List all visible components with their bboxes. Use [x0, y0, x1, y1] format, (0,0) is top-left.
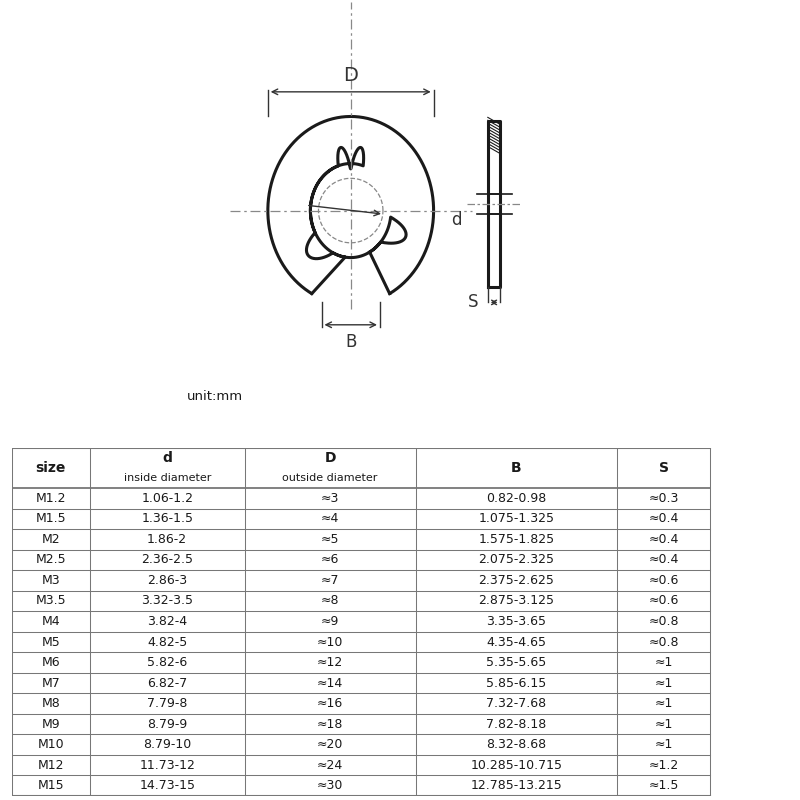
Text: 4.35-4.65: 4.35-4.65: [486, 635, 546, 649]
Text: ≈0.6: ≈0.6: [649, 594, 679, 607]
Text: 3.82-4: 3.82-4: [147, 615, 187, 628]
Text: 1.575-1.825: 1.575-1.825: [478, 533, 554, 546]
Text: 11.73-12: 11.73-12: [139, 758, 195, 772]
Text: ≈18: ≈18: [317, 718, 343, 730]
Text: 7.32-7.68: 7.32-7.68: [486, 697, 546, 710]
Text: 8.32-8.68: 8.32-8.68: [486, 738, 546, 751]
Text: S: S: [467, 294, 478, 311]
Text: 8.79-9: 8.79-9: [147, 718, 187, 730]
Text: D: D: [343, 66, 358, 85]
Text: ≈8: ≈8: [321, 594, 339, 607]
Text: ≈9: ≈9: [321, 615, 339, 628]
Text: M5: M5: [42, 635, 60, 649]
Text: M15: M15: [38, 779, 64, 792]
Text: 1.86-2: 1.86-2: [147, 533, 187, 546]
Text: ≈30: ≈30: [317, 779, 343, 792]
Text: 1.36-1.5: 1.36-1.5: [142, 512, 194, 526]
Text: 2.075-2.325: 2.075-2.325: [478, 554, 554, 566]
Text: ≈0.4: ≈0.4: [649, 533, 679, 546]
Text: size: size: [36, 461, 66, 475]
Text: 5.85-6.15: 5.85-6.15: [486, 677, 546, 690]
Text: unit:mm: unit:mm: [187, 390, 243, 403]
Text: ≈24: ≈24: [317, 758, 343, 772]
Text: ≈1: ≈1: [654, 718, 673, 730]
Text: 14.73-15: 14.73-15: [139, 779, 195, 792]
Text: ≈5: ≈5: [321, 533, 339, 546]
Text: 2.375-2.625: 2.375-2.625: [478, 574, 554, 587]
Text: ≈0.8: ≈0.8: [649, 635, 679, 649]
Text: ≈3: ≈3: [321, 492, 339, 505]
Text: d: d: [450, 210, 462, 229]
Text: 2.36-2.5: 2.36-2.5: [142, 554, 194, 566]
Text: M2.5: M2.5: [35, 554, 66, 566]
Text: d: d: [162, 451, 172, 466]
Text: 5.35-5.65: 5.35-5.65: [486, 656, 546, 669]
Text: inside diameter: inside diameter: [123, 473, 211, 482]
Text: 3.35-3.65: 3.35-3.65: [486, 615, 546, 628]
Text: M3.5: M3.5: [35, 594, 66, 607]
Text: D: D: [325, 451, 336, 466]
Text: M8: M8: [42, 697, 60, 710]
Text: M7: M7: [42, 677, 60, 690]
Text: ≈10: ≈10: [317, 635, 343, 649]
Text: M10: M10: [38, 738, 64, 751]
Text: ≈7: ≈7: [321, 574, 339, 587]
Text: ≈0.4: ≈0.4: [649, 512, 679, 526]
Text: ≈0.6: ≈0.6: [649, 574, 679, 587]
Text: ≈1: ≈1: [654, 697, 673, 710]
Text: 7.82-8.18: 7.82-8.18: [486, 718, 546, 730]
Text: M1.5: M1.5: [35, 512, 66, 526]
Text: M2: M2: [42, 533, 60, 546]
Text: outside diameter: outside diameter: [282, 473, 378, 482]
Text: 3.32-3.5: 3.32-3.5: [142, 594, 194, 607]
Text: ≈12: ≈12: [317, 656, 343, 669]
Text: 2.86-3: 2.86-3: [147, 574, 187, 587]
Text: 7.79-8: 7.79-8: [147, 697, 187, 710]
Text: M9: M9: [42, 718, 60, 730]
Text: ≈1: ≈1: [654, 738, 673, 751]
Text: 10.285-10.715: 10.285-10.715: [470, 758, 562, 772]
Text: M6: M6: [42, 656, 60, 669]
Text: ≈1: ≈1: [654, 677, 673, 690]
Text: S: S: [659, 461, 669, 475]
Text: 4.82-5: 4.82-5: [147, 635, 187, 649]
Text: B: B: [511, 461, 522, 475]
Text: ≈0.4: ≈0.4: [649, 554, 679, 566]
Text: M3: M3: [42, 574, 60, 587]
Text: ≈1.5: ≈1.5: [649, 779, 679, 792]
Text: ≈0.8: ≈0.8: [649, 615, 679, 628]
Text: M12: M12: [38, 758, 64, 772]
Text: ≈20: ≈20: [317, 738, 343, 751]
Text: 5.82-6: 5.82-6: [147, 656, 187, 669]
Text: M4: M4: [42, 615, 60, 628]
Text: B: B: [345, 333, 357, 351]
Text: 6.82-7: 6.82-7: [147, 677, 187, 690]
Text: 2.875-3.125: 2.875-3.125: [478, 594, 554, 607]
Text: ≈4: ≈4: [321, 512, 339, 526]
Text: ≈1: ≈1: [654, 656, 673, 669]
Text: 8.79-10: 8.79-10: [143, 738, 191, 751]
Text: M1.2: M1.2: [35, 492, 66, 505]
Text: 12.785-13.215: 12.785-13.215: [470, 779, 562, 792]
Text: ≈16: ≈16: [317, 697, 343, 710]
Text: 1.06-1.2: 1.06-1.2: [142, 492, 194, 505]
Text: 1.075-1.325: 1.075-1.325: [478, 512, 554, 526]
Text: ≈6: ≈6: [321, 554, 339, 566]
Text: ≈14: ≈14: [317, 677, 343, 690]
Text: ≈0.3: ≈0.3: [649, 492, 679, 505]
Text: 0.82-0.98: 0.82-0.98: [486, 492, 546, 505]
Text: ≈1.2: ≈1.2: [649, 758, 679, 772]
